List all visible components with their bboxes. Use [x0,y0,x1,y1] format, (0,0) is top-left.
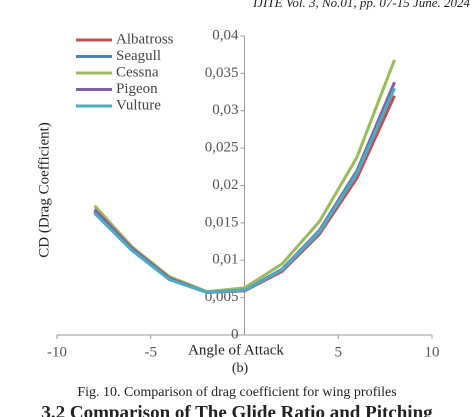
y-axis-title: CD (Drag Coefficient) [36,122,52,258]
y-tick-label: 0,025 [205,140,239,156]
series-line [93,87,396,294]
y-tick-label: 0,01 [212,252,238,268]
y-tick-label: 0,04 [212,27,239,43]
x-tick-label: -10 [47,344,67,360]
subcaption: (b) [232,361,249,376]
legend-label: Vulture [116,97,161,113]
x-tick-label: 10 [425,344,440,360]
x-tick-label: 5 [335,344,343,360]
x-tick-label: -5 [145,344,158,360]
y-tick-label: 0,02 [212,177,238,193]
legend-label: Albatross [116,31,174,47]
y-tick-label: 0 [231,326,239,342]
y-tick-label: 0,015 [205,214,239,230]
y-tick-label: 0,035 [205,65,239,81]
page-header: IJITE Vol. 3, No.01, pp. 07-15 June. 202… [252,0,471,10]
x-axis-title: Angle of Attack [188,342,284,358]
legend-label: Seagull [116,48,161,64]
y-tick-label: 0,03 [212,102,238,118]
section-heading: 3.2 Comparison of The Glide Ratio and Pi… [41,402,433,417]
legend-label: Cessna [116,64,159,80]
caption: Fig. 10. Comparison of drag coefficient … [77,385,396,400]
legend-label: Pigeon [116,81,158,97]
